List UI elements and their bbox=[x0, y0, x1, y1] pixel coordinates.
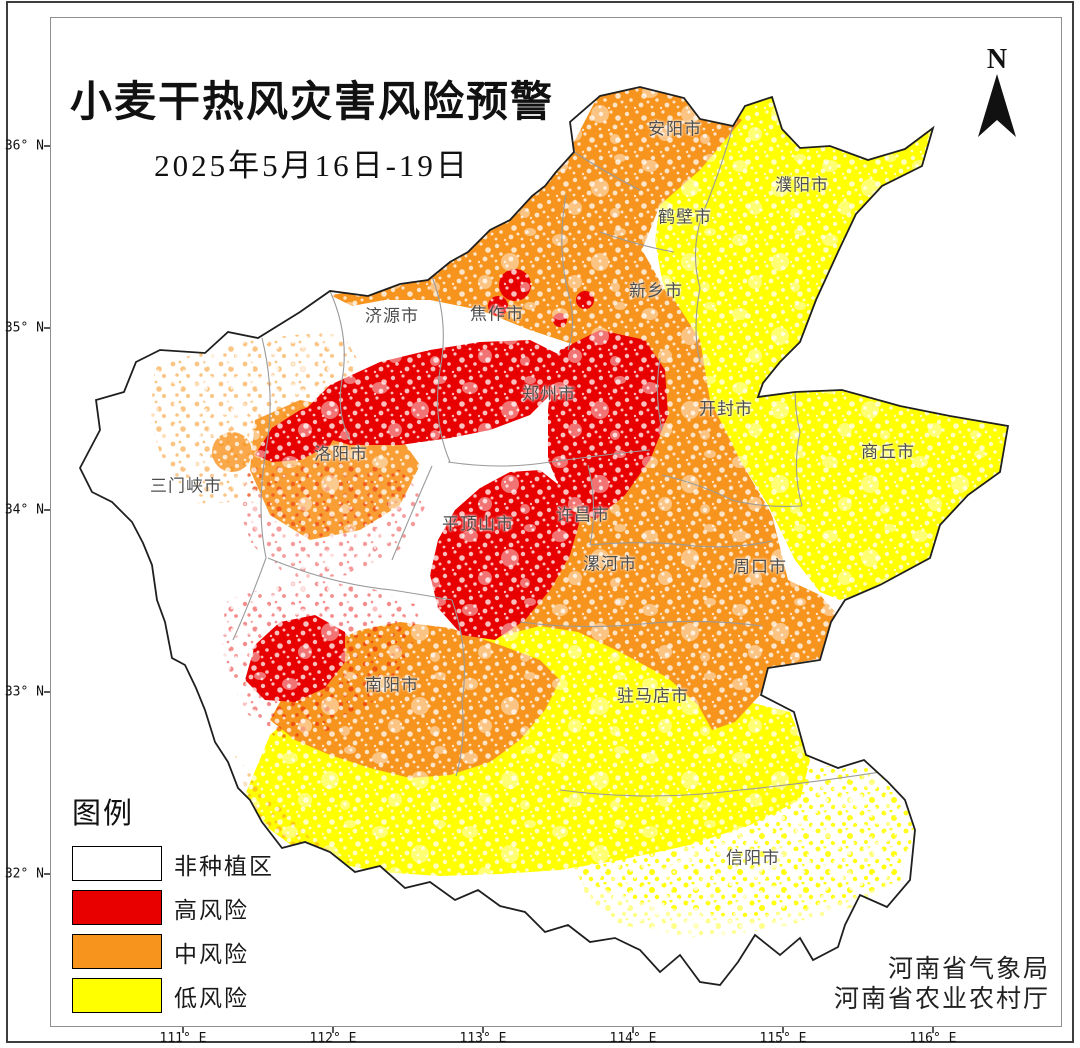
city-label: 安阳市 bbox=[648, 119, 702, 139]
city-label: 三门峡市 bbox=[150, 476, 222, 496]
city-label: 南阳市 bbox=[365, 675, 419, 695]
legend-title: 图例 bbox=[72, 798, 135, 830]
city-label: 漯河市 bbox=[583, 554, 637, 574]
city-label: 济源市 bbox=[365, 306, 419, 326]
longitude-tick-label: 114° E bbox=[609, 1031, 657, 1046]
longitude-tick-label: 116° E bbox=[909, 1031, 957, 1046]
city-label: 郑州市 bbox=[522, 384, 576, 404]
city-label: 平顶山市 bbox=[442, 514, 514, 534]
legend-item-label: 高风险 bbox=[174, 896, 249, 923]
city-label: 濮阳市 bbox=[775, 175, 829, 195]
page-title: 小麦干热风灾害风险预警 bbox=[69, 78, 555, 125]
longitude-tick-label: 113° E bbox=[459, 1031, 507, 1046]
legend-item: 高风险 bbox=[72, 890, 274, 925]
city-label: 信阳市 bbox=[726, 848, 780, 868]
latitude-tick-label: 34° N bbox=[4, 502, 44, 518]
legend-item: 非种植区 bbox=[72, 846, 274, 881]
city-label: 商丘市 bbox=[861, 442, 915, 462]
north-arrow-icon bbox=[978, 74, 1016, 137]
legend-swatch bbox=[72, 934, 162, 969]
city-label: 许昌市 bbox=[556, 505, 610, 525]
city-label: 鹤壁市 bbox=[658, 207, 712, 227]
latitude-tick-label: 32° N bbox=[4, 866, 44, 882]
legend-swatch bbox=[72, 978, 162, 1013]
city-label: 开封市 bbox=[699, 399, 753, 419]
attribution-line-2: 河南省农业农村厅 bbox=[833, 986, 1050, 1013]
legend: 图例 非种植区高风险中风险低风险 bbox=[72, 790, 274, 1022]
legend-item-label: 低风险 bbox=[174, 984, 249, 1011]
city-label: 周口市 bbox=[733, 557, 787, 577]
legend-item: 中风险 bbox=[72, 934, 274, 969]
longitude-tick-label: 115° E bbox=[759, 1031, 807, 1046]
latitude-tick-label: 36° N bbox=[4, 138, 44, 154]
attribution-line-1: 河南省气象局 bbox=[887, 956, 1050, 983]
axis-ticks bbox=[44, 145, 934, 1033]
legend-swatch bbox=[72, 890, 162, 925]
legend-items: 非种植区高风险中风险低风险 bbox=[72, 846, 274, 1013]
attribution: 河南省气象局 河南省农业农村厅 bbox=[834, 955, 1050, 1015]
longitude-tick-label: 112° E bbox=[309, 1031, 357, 1046]
legend-item: 低风险 bbox=[72, 978, 274, 1013]
city-label: 焦作市 bbox=[470, 304, 524, 324]
legend-item-label: 非种植区 bbox=[174, 852, 274, 879]
longitude-tick-label: 111° E bbox=[159, 1031, 207, 1046]
city-label: 驻马店市 bbox=[617, 686, 689, 706]
legend-swatch bbox=[72, 846, 162, 881]
page-subtitle-date: 2025年5月16日-19日 bbox=[154, 148, 470, 183]
city-boundaries bbox=[232, 125, 906, 797]
legend-item-label: 中风险 bbox=[174, 940, 249, 967]
city-label: 新乡市 bbox=[629, 281, 683, 301]
latitude-tick-label: 33° N bbox=[4, 684, 44, 700]
city-label: 洛阳市 bbox=[314, 444, 368, 464]
latitude-tick-label: 35° N bbox=[4, 320, 44, 336]
north-arrow-label: N bbox=[986, 44, 1008, 75]
